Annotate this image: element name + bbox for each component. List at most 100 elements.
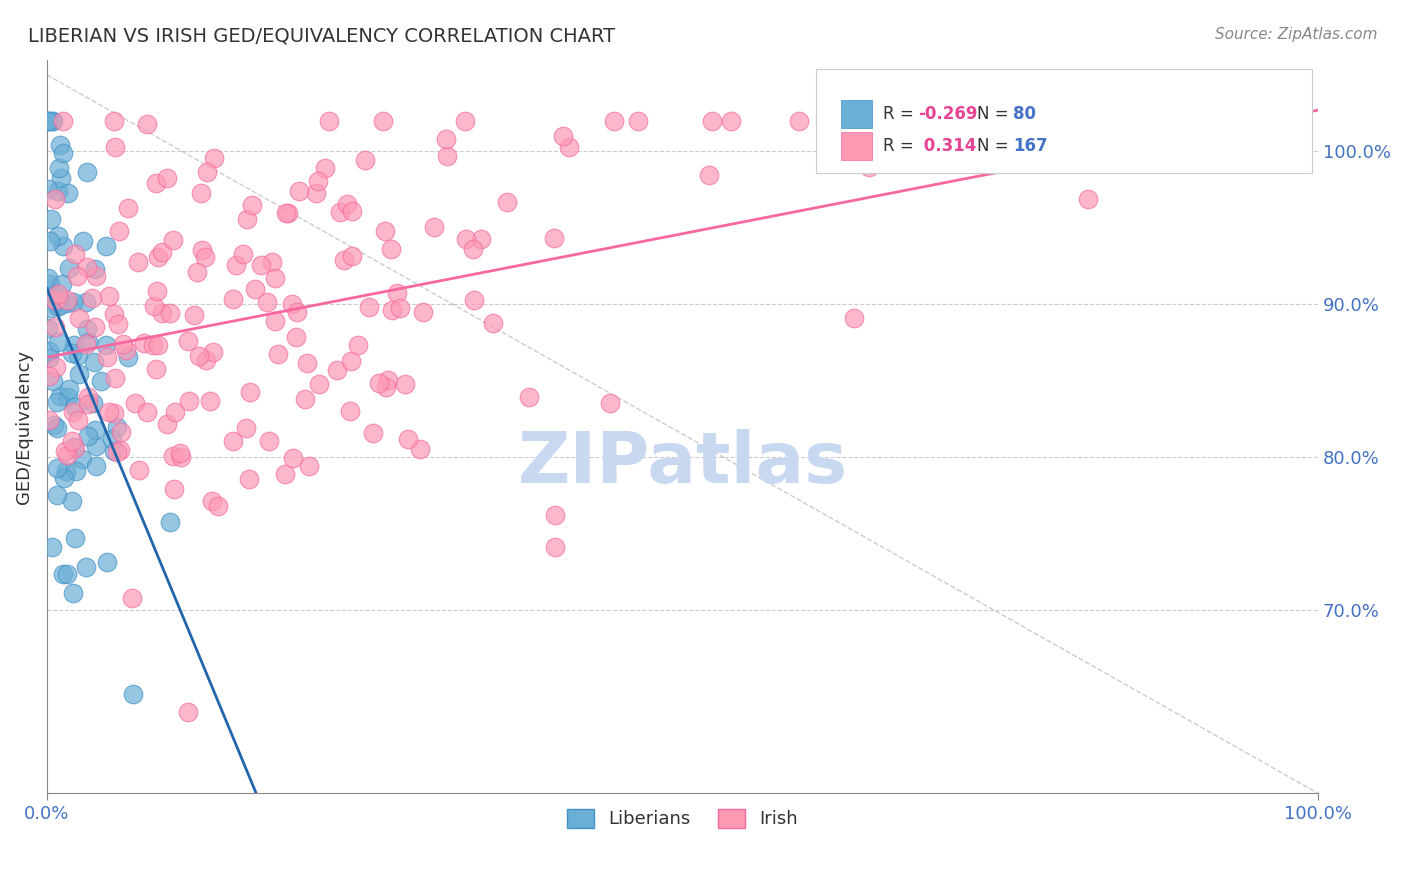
Point [377,373,399,387]
Point [297,459,319,474]
Point [697,169,720,183]
Point [49,137,72,152]
Point [281,297,304,311]
Point [314,161,336,175]
Point [51,277,73,291]
Point [60,434,83,448]
Point [283,451,305,466]
Point [186,265,208,279]
Point [156,171,179,186]
Point [557,140,579,154]
Point [65,247,87,261]
Point [96,337,118,351]
Point [145,362,167,376]
Point [702,113,724,128]
Point [267,347,290,361]
Point [39,284,62,298]
Point [98,289,121,303]
Point [52,566,75,581]
Point [84,439,107,453]
Point [159,515,181,529]
Point [599,396,621,410]
Point [44,319,66,334]
Point [83,354,105,368]
Point [202,152,225,166]
Point [470,232,492,246]
Point [354,153,377,168]
Point [190,186,212,201]
Point [188,349,211,363]
Point [436,149,458,163]
Point [207,499,229,513]
Point [53,444,76,458]
Point [156,417,179,432]
Point [264,314,287,328]
Text: N =: N = [977,105,1014,123]
Point [170,450,193,464]
Point [46,184,69,198]
Point [235,421,257,435]
Point [285,305,308,319]
Point [38,413,60,427]
Point [38,343,60,358]
Point [65,268,87,283]
Point [45,299,67,313]
Point [373,113,395,128]
Point [63,400,86,414]
Point [162,233,184,247]
Point [37,271,59,285]
Point [132,335,155,350]
Point [238,472,260,486]
Point [423,219,446,234]
Point [326,363,349,377]
Point [65,464,87,478]
Point [381,303,404,318]
Point [56,390,79,404]
Point [150,244,173,259]
Point [551,128,574,143]
Point [58,260,80,275]
Point [200,393,222,408]
Point [103,443,125,458]
Point [84,320,107,334]
Point [105,420,128,434]
Point [787,113,810,128]
Text: R =: R = [883,105,920,123]
Point [159,305,181,319]
Point [461,242,484,256]
Point [162,449,184,463]
Point [346,338,368,352]
Point [37,113,59,128]
Point [48,299,70,313]
Point [48,161,70,175]
Point [52,145,75,160]
Point [56,293,79,307]
Point [117,201,139,215]
Point [1077,192,1099,206]
Point [201,345,224,359]
Point [107,224,129,238]
Point [38,234,60,248]
Point [342,249,364,263]
Point [62,294,84,309]
Point [80,291,103,305]
Point [201,494,224,508]
Point [56,566,79,581]
Point [62,586,84,600]
Point [60,345,83,359]
Point [42,417,65,432]
Point [52,239,75,253]
Point [60,494,83,508]
Point [146,284,169,298]
Point [45,395,67,409]
Point [103,406,125,420]
Point [38,277,60,291]
Text: 0.314: 0.314 [918,137,976,155]
Point [142,338,165,352]
Point [340,204,363,219]
Point [454,232,477,246]
Point [49,389,72,403]
Point [339,354,361,368]
Point [44,360,66,375]
Point [103,113,125,128]
